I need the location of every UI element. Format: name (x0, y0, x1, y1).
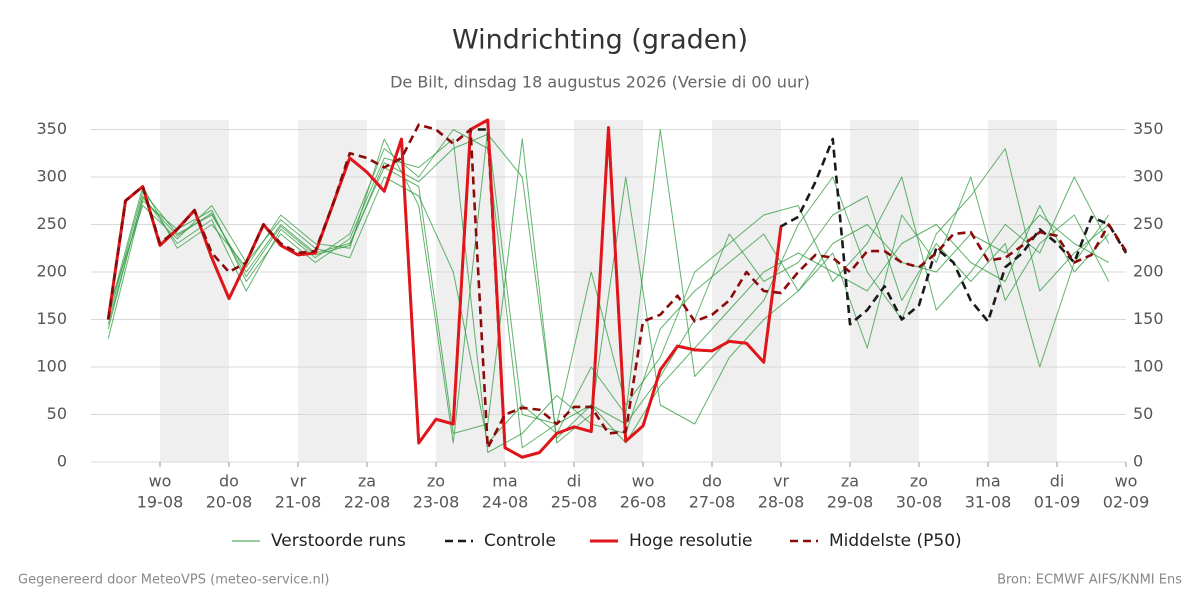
x-tick-label: do (219, 472, 239, 491)
footer-right: Bron: ECMWF AIFS/KNMI Ens (997, 573, 1182, 588)
day-band (436, 120, 505, 462)
x-tick-label: di (567, 472, 582, 491)
x-tick-date: 30-08 (896, 493, 943, 512)
y2-tick-label: 100 (1133, 357, 1164, 376)
x-tick-date: 01-09 (1034, 493, 1081, 512)
day-band (574, 120, 643, 462)
x-tick-date: 02-09 (1103, 493, 1150, 512)
x-tick-label: za (358, 472, 376, 491)
legend-label: Controle (484, 531, 556, 551)
y2-tick-label: 150 (1133, 309, 1164, 328)
series-line (106, 118, 783, 459)
footer-left: Gegenereerd door MeteoVPS (meteo-service… (18, 573, 329, 588)
chart-subtitle: De Bilt, dinsdag 18 augustus 2026 (Versi… (390, 73, 810, 92)
series-line (106, 123, 1128, 450)
legend-label: Middelste (P50) (829, 531, 962, 551)
x-tick-label: wo (1115, 472, 1138, 491)
x-tick-date: 29-08 (827, 493, 874, 512)
legend-label: Verstoorde runs (271, 531, 406, 551)
y2-tick-label: 300 (1133, 167, 1164, 186)
x-tick-label: zo (910, 472, 928, 491)
x-tick-date: 31-08 (965, 493, 1012, 512)
ensemble-line (107, 138, 1109, 444)
x-tick-label: za (841, 472, 859, 491)
ensemble-line (107, 133, 1110, 439)
y2-tick-label: 250 (1133, 214, 1164, 233)
x-tick-date: 25-08 (551, 493, 598, 512)
x-tick-date: 22-08 (344, 493, 391, 512)
y-tick-label: 0 (57, 452, 67, 471)
y2-tick-label: 350 (1133, 119, 1164, 138)
x-tick-date: 20-08 (206, 493, 253, 512)
x-tick-label: di (1050, 472, 1065, 491)
y-tick-label: 100 (36, 357, 67, 376)
x-tick-date: 19-08 (137, 493, 184, 512)
ensemble-line (107, 129, 1110, 444)
y-tick-label: 300 (36, 167, 67, 186)
x-tick-label: vr (290, 472, 306, 491)
day-band (298, 120, 367, 462)
day-band (850, 120, 919, 462)
y-tick-label: 350 (36, 119, 67, 138)
x-tick-date: 24-08 (482, 493, 529, 512)
y-tick-label: 250 (36, 214, 67, 233)
y-tick-label: 50 (47, 404, 67, 423)
x-tick-label: ma (975, 472, 1000, 491)
y2-tick-label: 50 (1133, 404, 1153, 423)
y2-tick-label: 0 (1133, 452, 1143, 471)
day-band (160, 120, 229, 462)
y-tick-label: 150 (36, 309, 67, 328)
x-tick-date: 26-08 (620, 493, 667, 512)
chart-title: Windrichting (graden) (452, 25, 748, 56)
y2-tick-label: 200 (1133, 262, 1164, 281)
x-tick-label: ma (492, 472, 517, 491)
x-tick-date: 28-08 (758, 493, 805, 512)
y-tick-label: 200 (36, 262, 67, 281)
legend-label: Hoge resolutie (629, 531, 753, 551)
ensemble-line (107, 129, 1110, 444)
x-tick-date: 27-08 (689, 493, 736, 512)
x-tick-label: wo (632, 472, 655, 491)
x-tick-label: wo (149, 472, 172, 491)
x-tick-label: do (702, 472, 722, 491)
x-tick-date: 23-08 (413, 493, 460, 512)
x-tick-label: vr (773, 472, 789, 491)
x-tick-date: 21-08 (275, 493, 322, 512)
x-tick-label: zo (427, 472, 445, 491)
